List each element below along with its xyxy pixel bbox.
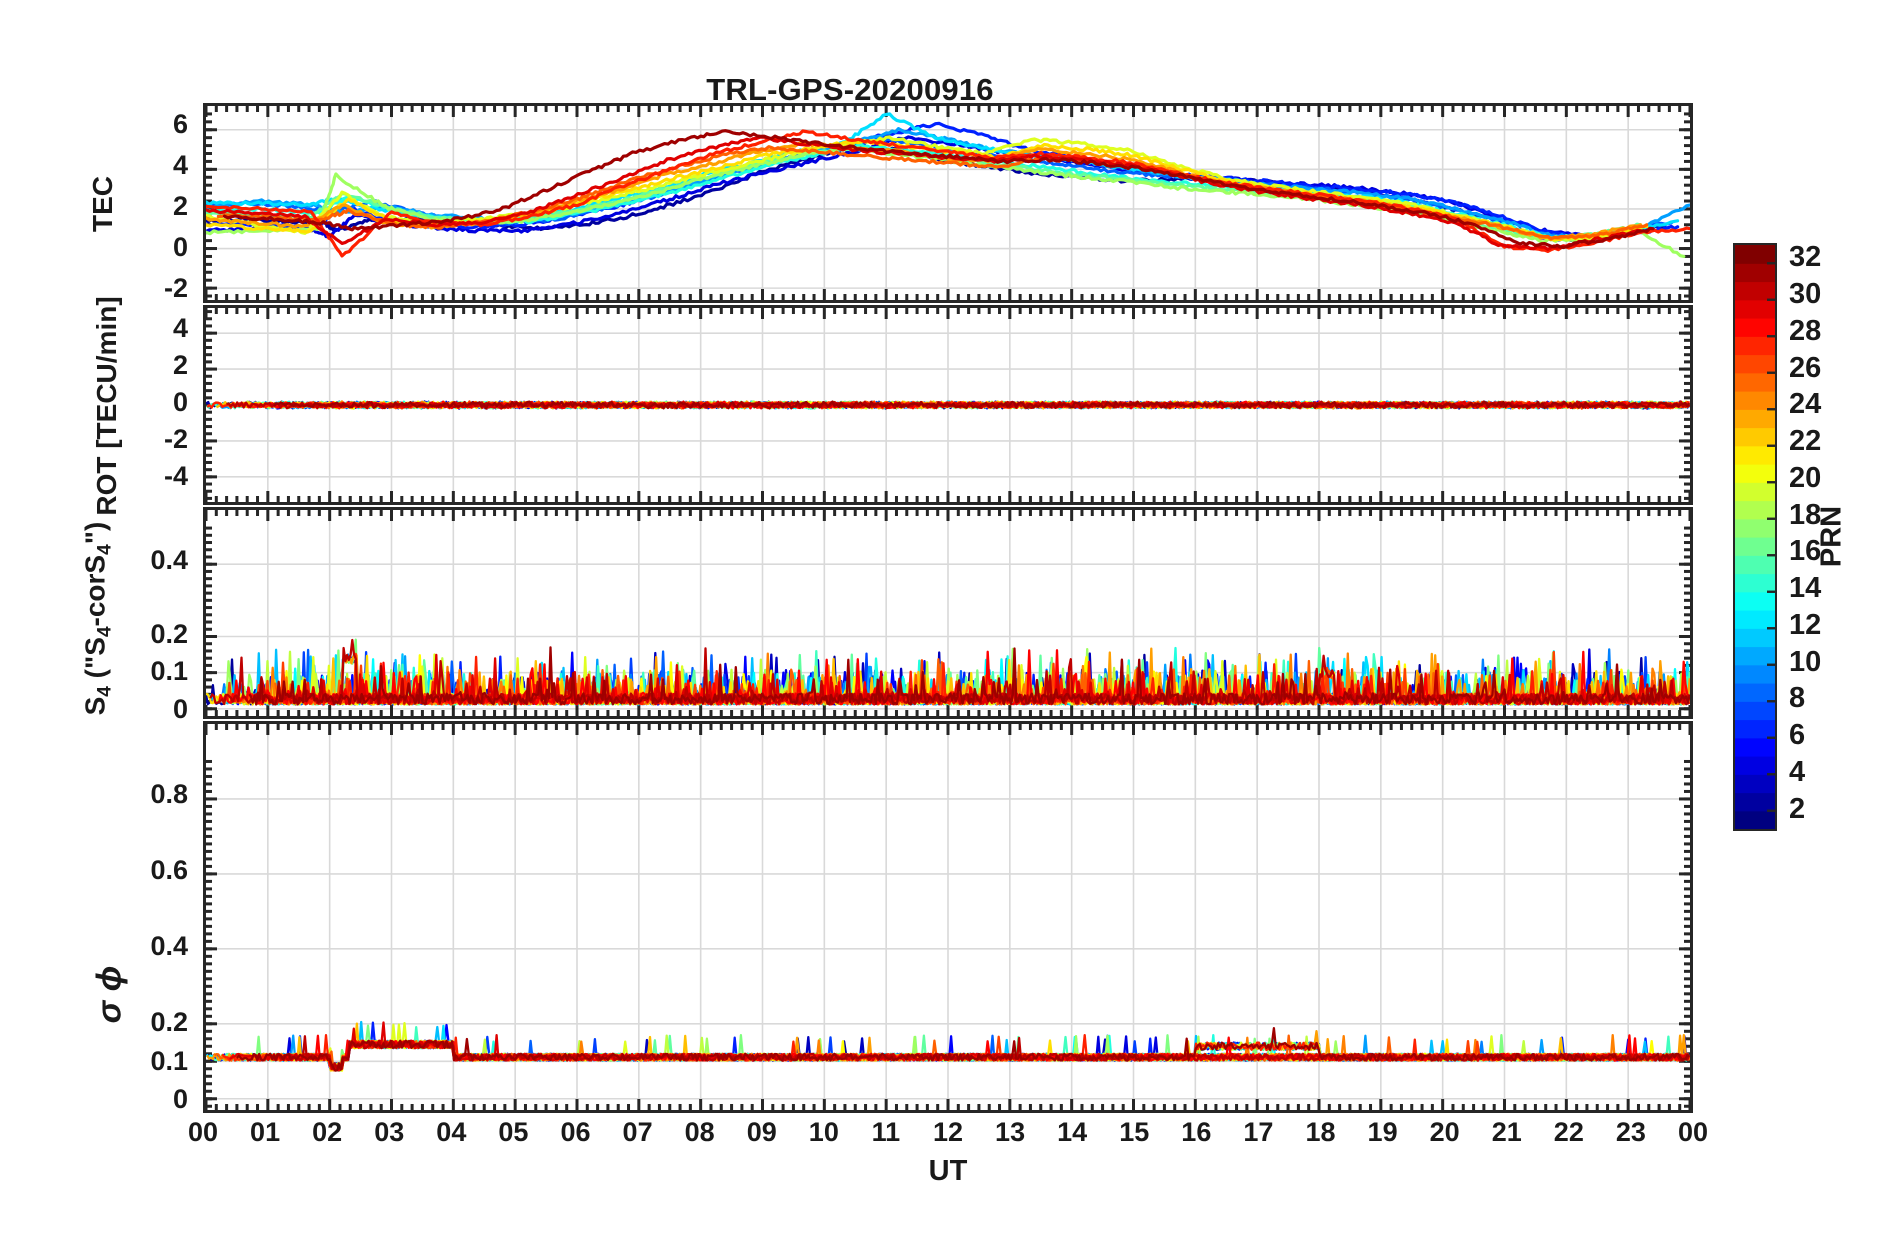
xtick-9: 09 <box>746 1117 777 1147</box>
ytick-rot-_4: -4 <box>163 461 188 492</box>
xtick-15: 15 <box>1119 1117 1150 1147</box>
ytick-sigma-0_8: 0.8 <box>150 779 188 810</box>
xtick-0: 00 <box>187 1117 219 1147</box>
ytick-s4-0_4: 0.4 <box>150 544 188 575</box>
ytick-tec-2: 2 <box>172 191 188 222</box>
panel-rot <box>203 305 1693 505</box>
ytick-sigma-0: 0 <box>172 1083 188 1114</box>
colorbar-tick-20: 20 <box>1789 461 1822 494</box>
colorbar-tick-32: 32 <box>1789 241 1822 274</box>
colorbar-tick-14: 14 <box>1789 572 1822 605</box>
xtick-7: 07 <box>622 1117 653 1147</box>
xtick-3: 03 <box>374 1117 405 1147</box>
ytick-sigma-0_2: 0.2 <box>150 1007 188 1038</box>
colorbar[interactable] <box>1733 243 1777 831</box>
colorbar-tick-12: 12 <box>1789 608 1822 641</box>
xtick-19: 19 <box>1367 1117 1398 1147</box>
xtick-16: 16 <box>1181 1117 1212 1147</box>
ytick-s4-0: 0 <box>172 693 188 724</box>
xtick-21: 21 <box>1491 1117 1522 1147</box>
xtick-11: 11 <box>871 1117 901 1147</box>
xtick-14: 14 <box>1057 1117 1088 1147</box>
xtick-2: 02 <box>312 1117 343 1147</box>
colorbar-tick-28: 28 <box>1789 314 1822 347</box>
xtick-8: 08 <box>684 1117 715 1147</box>
xtick-1: 01 <box>250 1117 281 1147</box>
s4-label-d: ") <box>79 521 111 545</box>
page-title: TRL-GPS-20200916 <box>706 72 994 107</box>
colorbar-tick-30: 30 <box>1789 278 1822 311</box>
plot-area-tec <box>206 106 1690 300</box>
colorbar-tick-10: 10 <box>1789 645 1822 678</box>
ytick-sigma-0_1: 0.1 <box>150 1045 188 1076</box>
ytick-tec-6: 6 <box>172 109 188 140</box>
panel-sigma-phi <box>203 721 1693 1113</box>
xtick-24: 00 <box>1677 1117 1709 1147</box>
ytick-s4-0_1: 0.1 <box>150 656 188 687</box>
ytick-sigma-0_6: 0.6 <box>150 855 188 886</box>
ytick-rot-2: 2 <box>172 349 188 380</box>
xtick-12: 12 <box>932 1117 964 1147</box>
colorbar-tick-16: 16 <box>1789 535 1822 568</box>
axis-label-ut: UT <box>928 1155 968 1187</box>
colorbar-tick-22: 22 <box>1789 425 1822 458</box>
xtick-22: 22 <box>1553 1117 1584 1147</box>
ytick-tec-_2: -2 <box>163 272 188 303</box>
plot-area-s4 <box>206 510 1690 716</box>
ytick-sigma-0_4: 0.4 <box>150 931 188 962</box>
colorbar-title: PRN <box>1815 505 1848 568</box>
ytick-rot-_2: -2 <box>163 424 188 455</box>
xtick-20: 20 <box>1429 1117 1460 1147</box>
xtick-6: 06 <box>560 1117 591 1147</box>
colorbar-tick-18: 18 <box>1789 498 1822 531</box>
plot-area-sigma-phi <box>206 724 1690 1110</box>
xtick-18: 18 <box>1305 1117 1336 1147</box>
xtick-4: 04 <box>436 1117 467 1147</box>
colorbar-tick-6: 6 <box>1789 719 1806 752</box>
ytick-rot-0: 0 <box>172 387 188 417</box>
xtick-10: 10 <box>808 1117 839 1147</box>
ytick-tec-4: 4 <box>172 150 188 181</box>
colorbar-tick-26: 26 <box>1789 351 1822 384</box>
plot-area-rot <box>206 308 1690 502</box>
panel-tec <box>203 103 1693 303</box>
panel-s4 <box>203 507 1693 719</box>
colorbar-tick-4: 4 <box>1789 755 1806 788</box>
xtick-23: 23 <box>1615 1117 1646 1147</box>
ytick-rot-4: 4 <box>172 312 188 343</box>
ytick-tec-0: 0 <box>172 231 188 262</box>
xtick-13: 13 <box>995 1117 1026 1147</box>
colorbar-tick-8: 8 <box>1789 682 1806 715</box>
colorbar-tick-24: 24 <box>1789 388 1822 421</box>
colorbar-tick-2: 2 <box>1789 792 1806 825</box>
xtick-17: 17 <box>1243 1117 1274 1147</box>
xtick-5: 05 <box>498 1117 529 1147</box>
ytick-s4-0_2: 0.2 <box>150 619 188 650</box>
